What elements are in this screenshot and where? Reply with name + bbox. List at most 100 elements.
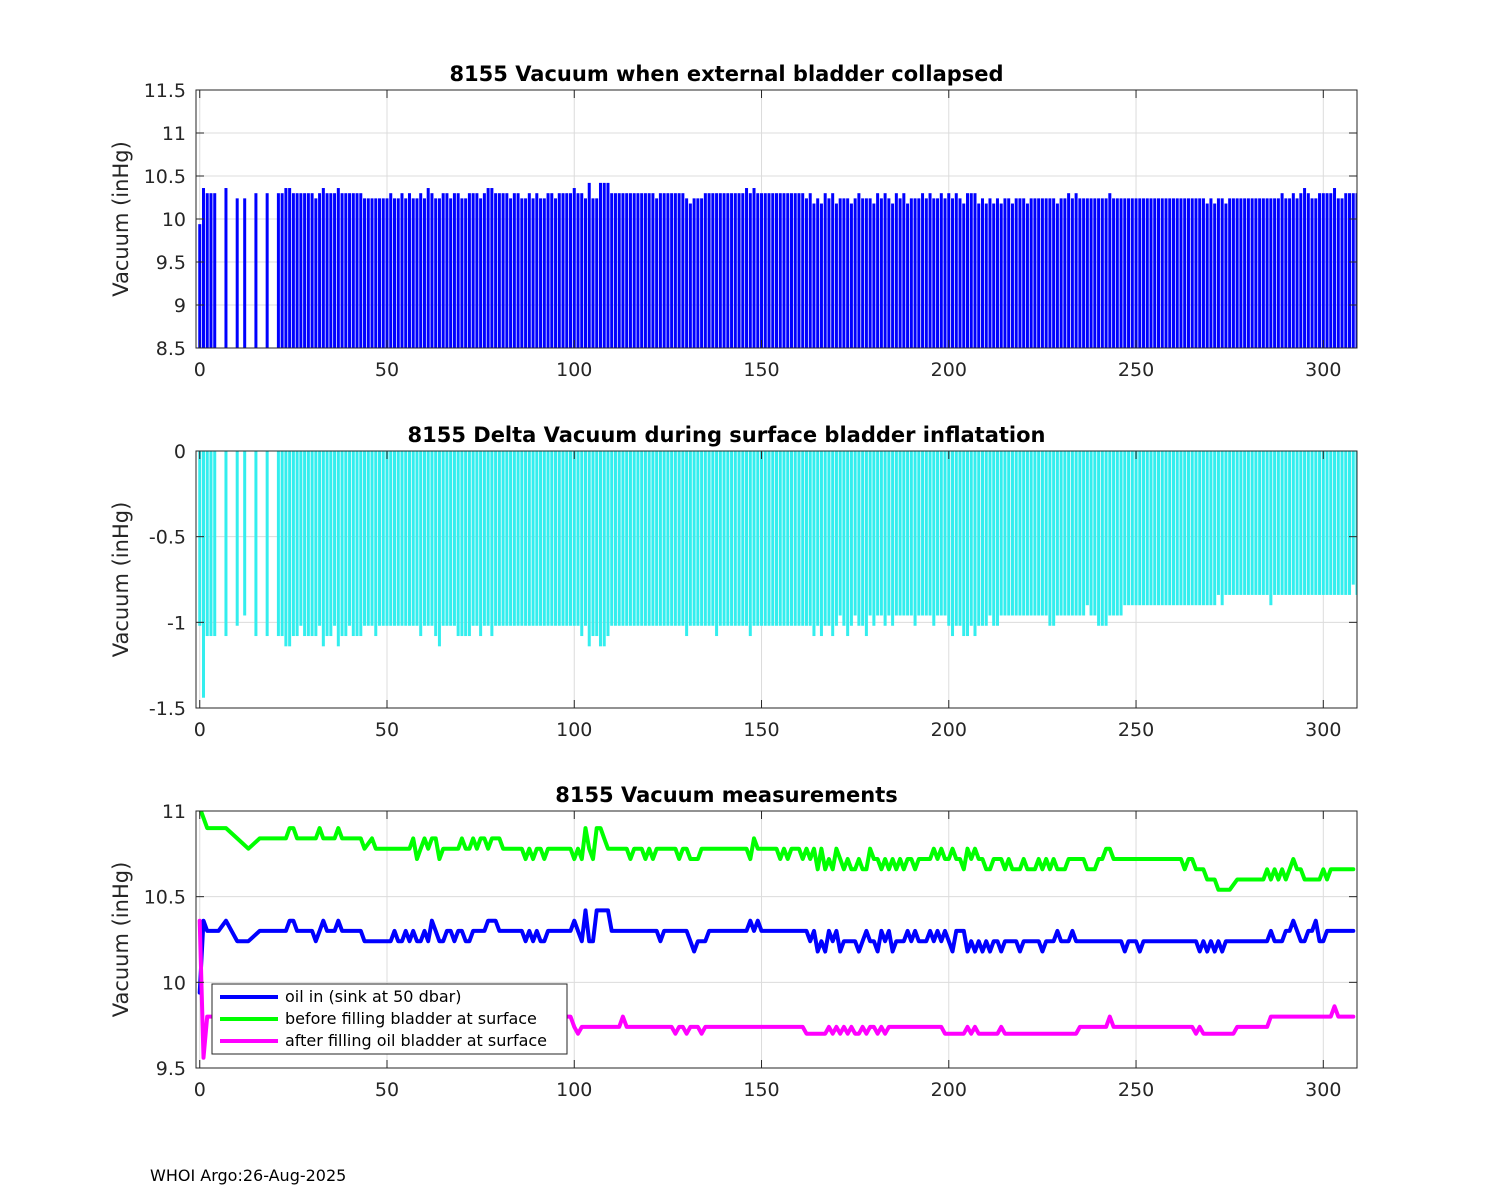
bar [419, 451, 423, 637]
bar [973, 451, 977, 637]
bar [340, 451, 344, 637]
bar [673, 193, 677, 348]
bar [1100, 451, 1104, 626]
bar [782, 193, 786, 348]
bar [550, 193, 554, 348]
bar [606, 182, 610, 348]
bar [348, 451, 352, 626]
bar [1190, 451, 1194, 606]
bar [947, 451, 951, 626]
chart-title: 8155 Vacuum measurements [555, 783, 898, 807]
legend-label: oil in (sink at 50 dbar) [285, 987, 462, 1006]
chart-title: 8155 Vacuum when external bladder collap… [449, 62, 1003, 86]
bar [430, 451, 434, 626]
bar [1336, 451, 1340, 595]
bar [355, 193, 359, 348]
bar [924, 451, 928, 616]
bar [632, 193, 636, 348]
y-tick-label: 10.5 [144, 887, 186, 909]
bar [909, 198, 913, 348]
bar [314, 451, 318, 637]
bar [673, 451, 677, 626]
bar [703, 451, 707, 626]
bar [692, 198, 696, 348]
bar [437, 451, 441, 647]
bar [479, 451, 483, 637]
bar [546, 193, 550, 348]
bar [1059, 451, 1063, 616]
bar [359, 451, 363, 637]
bar [797, 451, 801, 626]
bar [449, 198, 453, 348]
bar [426, 451, 430, 626]
legend: oil in (sink at 50 dbar) before filling b… [211, 983, 568, 1055]
bar [1119, 451, 1123, 616]
bar [864, 451, 868, 637]
bar [295, 451, 299, 637]
bar [876, 451, 880, 616]
bar [254, 193, 258, 348]
bar [909, 451, 913, 616]
bar [617, 193, 621, 348]
bar [700, 198, 704, 348]
bar [299, 193, 303, 348]
x-tick-label: 100 [556, 719, 592, 741]
bar [636, 451, 640, 626]
bar [1115, 198, 1119, 348]
bar [872, 451, 876, 626]
bar [576, 193, 580, 348]
bar [718, 193, 722, 348]
bar [569, 193, 573, 348]
axes-box [195, 810, 1358, 1069]
bar [1037, 451, 1041, 616]
bar [434, 198, 438, 348]
x-tick-label: 50 [375, 719, 399, 741]
bar [1209, 198, 1213, 348]
x-tick-label: 50 [375, 359, 399, 381]
bar [1228, 451, 1232, 595]
bar [288, 451, 292, 647]
y-axis-label: Vacuum (inHg) [109, 141, 133, 297]
bar [879, 198, 883, 348]
bar [1355, 193, 1357, 348]
bar [846, 198, 850, 348]
x-tick-label: 150 [743, 1079, 779, 1101]
y-tick-label: 9.5 [156, 252, 186, 274]
bar [407, 451, 411, 626]
bar [1145, 451, 1149, 606]
bar [999, 451, 1003, 616]
bar [224, 188, 228, 348]
bar [617, 451, 621, 626]
bar [1040, 451, 1044, 616]
bar [276, 193, 280, 348]
bar [1112, 198, 1116, 348]
bar [494, 451, 498, 626]
bar [512, 451, 516, 626]
bar [554, 451, 558, 626]
bar [748, 451, 752, 637]
bar [1029, 198, 1033, 348]
bar [336, 451, 340, 647]
bar [344, 451, 348, 637]
bar [969, 193, 973, 348]
bar [677, 451, 681, 626]
bar [235, 451, 239, 626]
bar [1025, 451, 1029, 616]
y-tick-label: 10 [162, 972, 186, 994]
bar [778, 451, 782, 626]
bar [1198, 198, 1202, 348]
bar [1134, 198, 1138, 348]
bar [542, 451, 546, 626]
y-tick-label: 8.5 [156, 338, 186, 360]
x-tick-label: 50 [375, 1079, 399, 1101]
bar [1303, 188, 1307, 348]
bar [1112, 451, 1116, 616]
bar [494, 193, 498, 348]
bar [831, 193, 835, 348]
bar [988, 198, 992, 348]
bar [385, 198, 389, 348]
x-tick-label: 150 [743, 359, 779, 381]
bar [1205, 203, 1209, 348]
bar [359, 193, 363, 348]
bar [1048, 451, 1052, 626]
